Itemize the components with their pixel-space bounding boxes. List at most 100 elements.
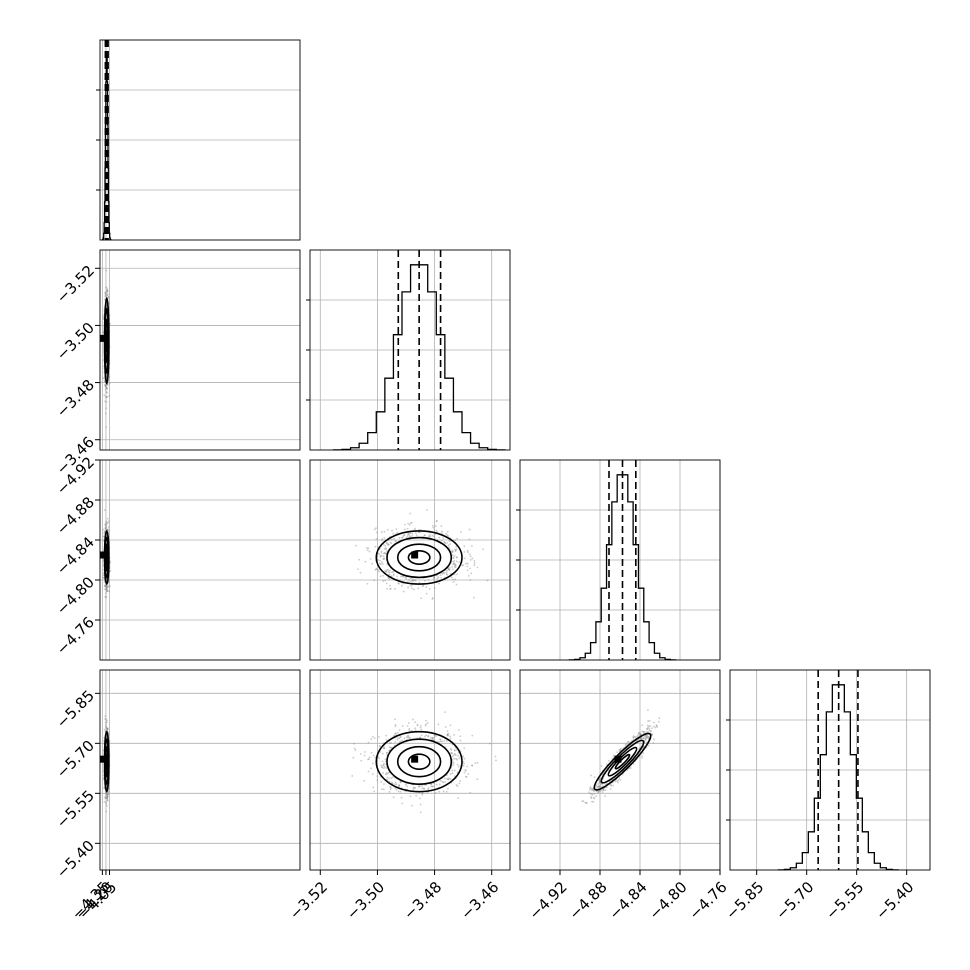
scatter-point (105, 726, 107, 728)
scatter-point (598, 785, 601, 788)
scatter-point (412, 588, 415, 591)
scatter-point (368, 756, 371, 759)
scatter-point (377, 559, 380, 561)
density-panel-3-0 (99, 669, 301, 871)
scatter-point (447, 567, 450, 570)
scatter-point (105, 386, 108, 389)
scatter-point (640, 737, 643, 740)
scatter-point (383, 765, 386, 768)
scatter-point (433, 576, 435, 578)
scatter-point (646, 727, 648, 730)
scatter-point (386, 587, 389, 590)
scatter-point (419, 736, 422, 739)
scatter-point (385, 772, 388, 774)
scatter-point (389, 786, 392, 788)
scatter-point (453, 555, 456, 557)
scatter-point (648, 729, 651, 732)
scatter-point (443, 777, 446, 780)
scatter-point (424, 724, 427, 727)
scatter-point (385, 548, 388, 551)
panel-frame (519, 459, 721, 661)
scatter-point (379, 563, 382, 566)
scatter-point (105, 588, 108, 591)
scatter-point (453, 749, 456, 751)
scatter-point (455, 757, 458, 760)
scatter-point (591, 794, 594, 796)
scatter-point (464, 769, 467, 772)
scatter-point (463, 557, 466, 560)
scatter-point (103, 535, 105, 538)
scatter-point (106, 387, 109, 390)
scatter-point (453, 749, 456, 752)
scatter-point (427, 788, 430, 791)
scatter-point (429, 535, 432, 538)
scatter-point (467, 574, 470, 577)
scatter-point (384, 552, 387, 555)
scatter-point (407, 533, 409, 536)
scatter-point (439, 574, 442, 576)
scatter-point (106, 294, 109, 296)
scatter-point (449, 773, 452, 775)
x-tick-label: −4.84 (606, 878, 651, 923)
scatter-point (104, 721, 107, 724)
scatter-point (597, 792, 600, 794)
scatter-point (407, 722, 410, 724)
scatter-point (443, 541, 445, 543)
scatter-point (382, 558, 385, 561)
scatter-point (456, 785, 459, 787)
scatter-point (388, 544, 390, 546)
scatter-point (105, 426, 107, 428)
scatter-point (107, 585, 110, 587)
scatter-point (381, 766, 384, 769)
scatter-point (394, 718, 396, 721)
scatter-point (106, 799, 109, 802)
scatter-point (463, 762, 465, 765)
scatter-point (600, 783, 603, 786)
scatter-point (360, 753, 362, 755)
scatter-point (367, 758, 370, 760)
scatter-point (396, 738, 399, 741)
scatter-point (383, 557, 385, 560)
scatter-point (454, 564, 457, 567)
scatter-point (391, 571, 393, 574)
scatter-point (381, 539, 384, 542)
scatter-point (469, 559, 472, 561)
scatter-point (444, 711, 446, 714)
scatter-point (632, 762, 635, 765)
scatter-point (447, 535, 450, 537)
scatter-point (393, 537, 395, 540)
scatter-point (106, 797, 109, 799)
scatter-point (391, 776, 394, 779)
scatter-point (420, 597, 423, 600)
scatter-point (390, 741, 393, 744)
scatter-point (105, 784, 108, 787)
scatter-point (434, 533, 437, 536)
scatter-point (407, 522, 410, 525)
scatter-point (104, 793, 107, 796)
scatter-point (432, 737, 435, 739)
scatter-point (398, 536, 401, 539)
scatter-point (386, 776, 389, 779)
scatter-point (379, 745, 382, 748)
scatter-point (392, 796, 395, 799)
density-peak (100, 334, 106, 342)
scatter-point (107, 528, 110, 531)
scatter-point (655, 724, 658, 726)
scatter-point (105, 737, 108, 739)
scatter-point (599, 786, 602, 788)
scatter-point (395, 788, 398, 791)
scatter-point (617, 781, 619, 784)
scatter-point (447, 778, 450, 781)
scatter-point (438, 790, 441, 793)
scatter-point (449, 724, 452, 727)
scatter-point (102, 315, 104, 318)
scatter-point (423, 534, 426, 537)
scatter-point (106, 728, 109, 731)
scatter-point (451, 769, 454, 772)
y-tick-label: −5.70 (53, 737, 98, 782)
scatter-point (397, 582, 400, 585)
scatter-point (394, 787, 397, 790)
scatter-point (641, 756, 643, 759)
scatter-point (453, 754, 455, 756)
hist-panel-3 (726, 669, 931, 871)
